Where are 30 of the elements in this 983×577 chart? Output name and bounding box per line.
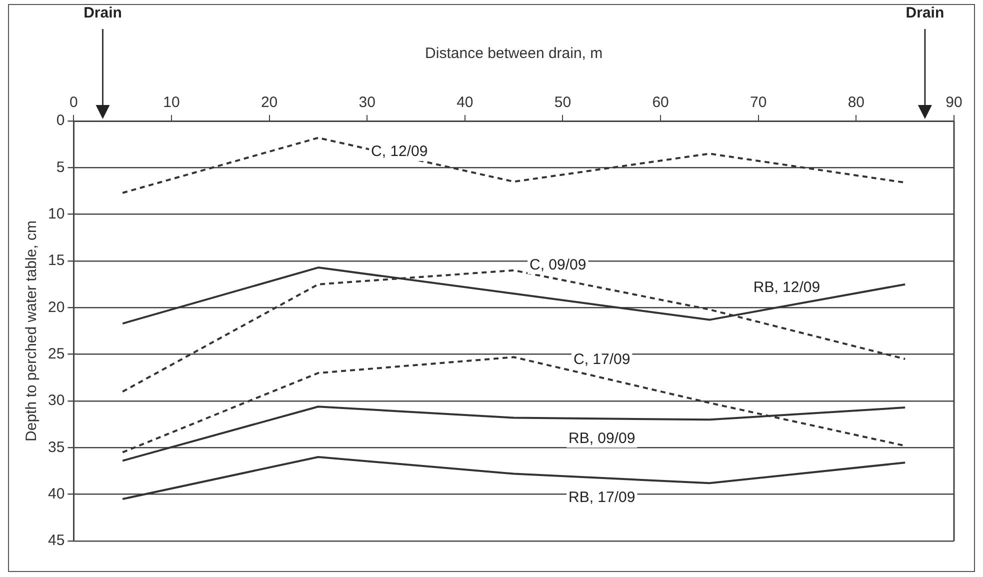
y-tick-label: 20 <box>48 298 65 316</box>
x-axis-title: Distance between drain, m <box>425 45 603 62</box>
y-tick-label: 30 <box>48 392 65 410</box>
x-tick-label: 10 <box>163 94 180 112</box>
x-tick-label: 90 <box>946 94 962 112</box>
x-tick-label: 30 <box>358 94 376 112</box>
y-tick-label: 40 <box>48 485 65 502</box>
text: Drain <box>906 4 944 22</box>
y-axis-title: Depth to perched water table, cm <box>23 220 40 442</box>
y-tick-label: 0 <box>56 112 65 130</box>
y-tick-label: 15 <box>48 252 65 270</box>
x-tick-label: 80 <box>848 94 865 112</box>
text: Drain <box>84 4 122 22</box>
x-tick-label: 40 <box>456 94 474 112</box>
y-tick-label: 25 <box>48 345 65 362</box>
y-tick-label: 5 <box>56 158 65 176</box>
series-label: RB, 09/09 <box>568 430 636 447</box>
x-tick-label: 50 <box>554 94 572 112</box>
series-label: RB, 12/09 <box>753 278 820 296</box>
series-label: C, 09/09 <box>530 256 586 274</box>
x-tick-label: 60 <box>652 94 669 112</box>
series-label: C, 17/09 <box>574 350 630 368</box>
x-tick-label: 0 <box>70 94 78 112</box>
y-tick-label: 45 <box>48 532 65 550</box>
y-tick-label: 10 <box>48 205 65 222</box>
x-tick-label: 70 <box>750 94 767 112</box>
x-tick-label: 20 <box>260 94 278 112</box>
series-label: RB, 17/09 <box>568 489 636 506</box>
series-label: C, 12/09 <box>371 143 428 160</box>
y-tick-label: 35 <box>48 438 65 456</box>
